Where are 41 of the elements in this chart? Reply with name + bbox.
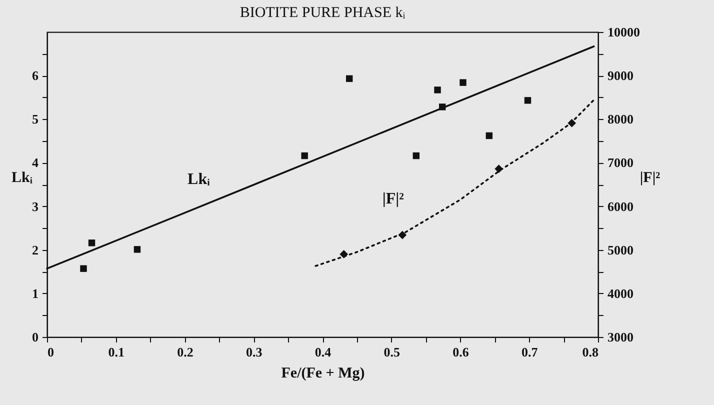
y-tick-label: 5 [32, 112, 39, 127]
point [346, 75, 353, 82]
y-tick-label: 0 [32, 330, 38, 344]
x-tick-label: 0.5 [384, 344, 400, 360]
y-tick-label: 6 [32, 68, 39, 84]
point [434, 86, 441, 94]
y-axis-title: Lkᵢ [11, 170, 33, 186]
point [80, 265, 87, 272]
y2-tick-label: 7000 [608, 155, 634, 170]
point [134, 246, 141, 253]
y-tick-label: 1 [32, 286, 38, 301]
series-label: Lkᵢ [188, 170, 210, 188]
point [412, 152, 420, 160]
x-axis-title: Fe/(Fe + Mg) [281, 366, 365, 382]
y2-tick-label: 8000 [608, 112, 634, 127]
x-tick-label: 0.8 [582, 344, 599, 360]
x-tick-label: 0.4 [314, 344, 332, 360]
y-tick-label: 2 [32, 242, 38, 258]
series-label: |F|² [382, 190, 404, 208]
point [524, 97, 532, 104]
y2-tick-label: 10000 [608, 24, 640, 40]
y-tick-label: 3 [32, 198, 39, 214]
point [88, 240, 96, 246]
y2-tick-label: 4000 [608, 286, 634, 301]
x-tick-label: 0.7 [522, 344, 538, 360]
y-tick-label: 4 [32, 155, 39, 170]
line-series [314, 99, 595, 267]
y2-axis-title: |F|² [640, 170, 661, 186]
point [301, 152, 308, 160]
x-tick-label: 0.2 [177, 344, 194, 360]
point [486, 132, 493, 140]
x-tick-label: 0.3 [246, 344, 263, 360]
y2-tick-label: 5000 [608, 242, 634, 258]
x-tick-label: 0 [48, 344, 54, 360]
x-tick-label: 0.1 [108, 344, 124, 360]
x-tick-label: 0.6 [452, 344, 470, 360]
point [460, 79, 466, 86]
y2-tick-label: 6000 [608, 198, 634, 214]
y2-tick-label: 3000 [608, 330, 634, 344]
chart-title: BIOTITE PURE PHASE kᵢ [240, 5, 406, 21]
y2-tick-label: 9000 [608, 68, 634, 84]
